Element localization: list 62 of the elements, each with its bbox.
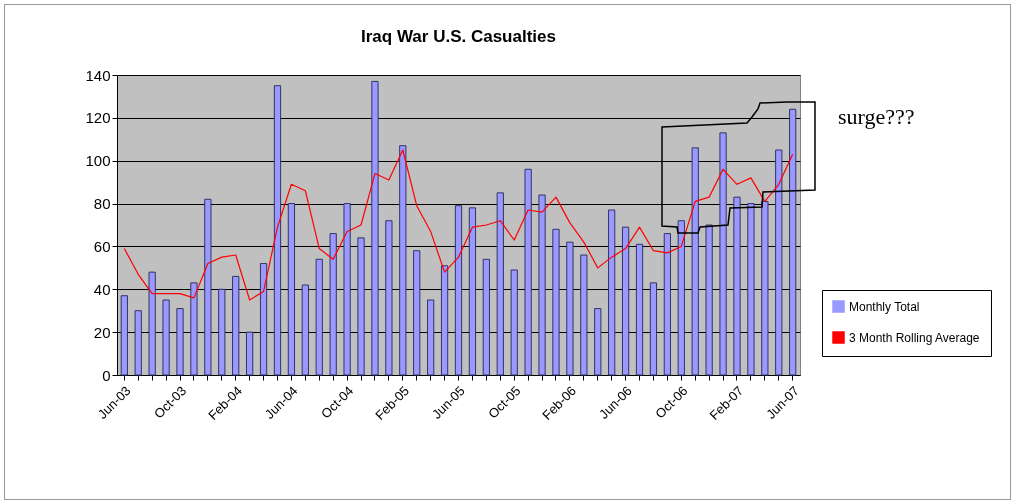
bar [385,220,393,376]
bar [273,85,282,376]
bar [635,243,644,376]
y-tick-label: 0 [102,366,111,384]
bar [468,207,477,376]
y-tick-label: 40 [93,280,111,298]
bar [691,147,699,376]
y-tick-label: 120 [85,109,111,127]
bar [538,194,546,376]
bar [440,265,449,376]
y-tick-label: 100 [85,152,111,170]
bar [148,271,156,376]
line-series [123,149,794,301]
bar [789,108,797,376]
y-tick-label: 20 [93,323,111,341]
bar [357,237,365,376]
legend-label: 3 Month Rolling Average [849,330,980,345]
y-tick-label: 60 [93,237,111,255]
bar [343,203,351,376]
bar [246,331,254,376]
bar [761,200,769,376]
bar [719,132,727,376]
bar [552,228,560,376]
bar [580,254,588,376]
bar [566,241,574,376]
bar [705,224,713,376]
y-tick-label: 140 [85,66,111,84]
bar [496,192,504,376]
bar [162,299,170,376]
bar [301,284,309,376]
bar [176,308,184,376]
bar [259,263,268,376]
bar [524,168,532,376]
bar [204,198,212,376]
legend-label: Monthly Total [849,299,920,314]
bar [427,299,435,376]
text: surge??? [838,104,915,129]
bar [413,250,421,376]
bar [315,258,323,376]
bar [510,269,518,376]
bar [677,220,685,376]
chart-title: Iraq War U.S. Casualties [361,27,556,46]
bar [608,209,616,376]
y-tick-label: 80 [93,195,111,213]
bar [663,233,671,376]
bar [594,308,602,376]
bar [232,275,240,376]
bar [329,233,337,376]
bar [399,145,407,376]
bar [649,282,658,376]
bar [747,203,755,376]
bar [454,205,463,376]
bar [134,310,142,376]
bar [287,203,296,376]
bar [482,258,490,376]
bar [371,80,379,376]
bar [120,295,128,376]
bar [775,149,783,376]
bar [190,282,198,376]
bar [218,288,226,376]
bar [621,226,630,376]
bar [733,196,741,376]
